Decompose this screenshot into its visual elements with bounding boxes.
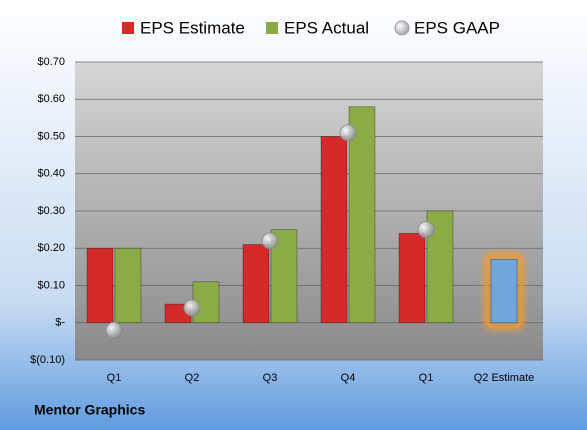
bar [398,232,426,324]
legend-text: EPS GAAP [414,18,500,37]
y-tick-label: $- [55,317,65,329]
y-tick-label: $0.50 [37,130,65,142]
legend-marker [266,22,278,34]
bar [114,247,142,324]
bar [192,281,220,324]
gaap-point [261,232,279,250]
x-tick-label: Q2 Estimate [474,372,535,384]
y-tick-label: $0.40 [37,168,65,180]
gaap-point [417,221,435,239]
y-tick-label: $(0.10) [30,354,65,366]
bar [270,229,298,324]
y-tick-label: $0.60 [37,93,65,105]
y-tick-label: $0.70 [37,56,65,68]
bar [490,259,518,324]
gaap-point [339,124,357,142]
gaap-point [183,299,201,317]
bar-glow [484,252,524,330]
gaap-point [105,321,123,339]
x-tick-label: Q4 [341,372,356,384]
y-tick-label: $0.30 [37,205,65,217]
x-tick-label: Q3 [263,372,278,384]
x-tick-label: Q2 [185,372,200,384]
footer: Mentor Graphics [34,402,145,418]
bar [320,136,348,324]
y-tick-label: $0.10 [37,279,65,291]
x-tick-label: Q1 [107,372,122,384]
bar [242,244,270,324]
bar [348,106,376,324]
legend-text: EPS Actual [284,18,369,37]
bar [86,247,114,324]
x-tick-label: Q1 [419,372,434,384]
legend-marker [122,22,134,34]
legend-marker [394,20,410,36]
legend-text: EPS Estimate [140,18,245,37]
y-tick-label: $0.20 [37,242,65,254]
